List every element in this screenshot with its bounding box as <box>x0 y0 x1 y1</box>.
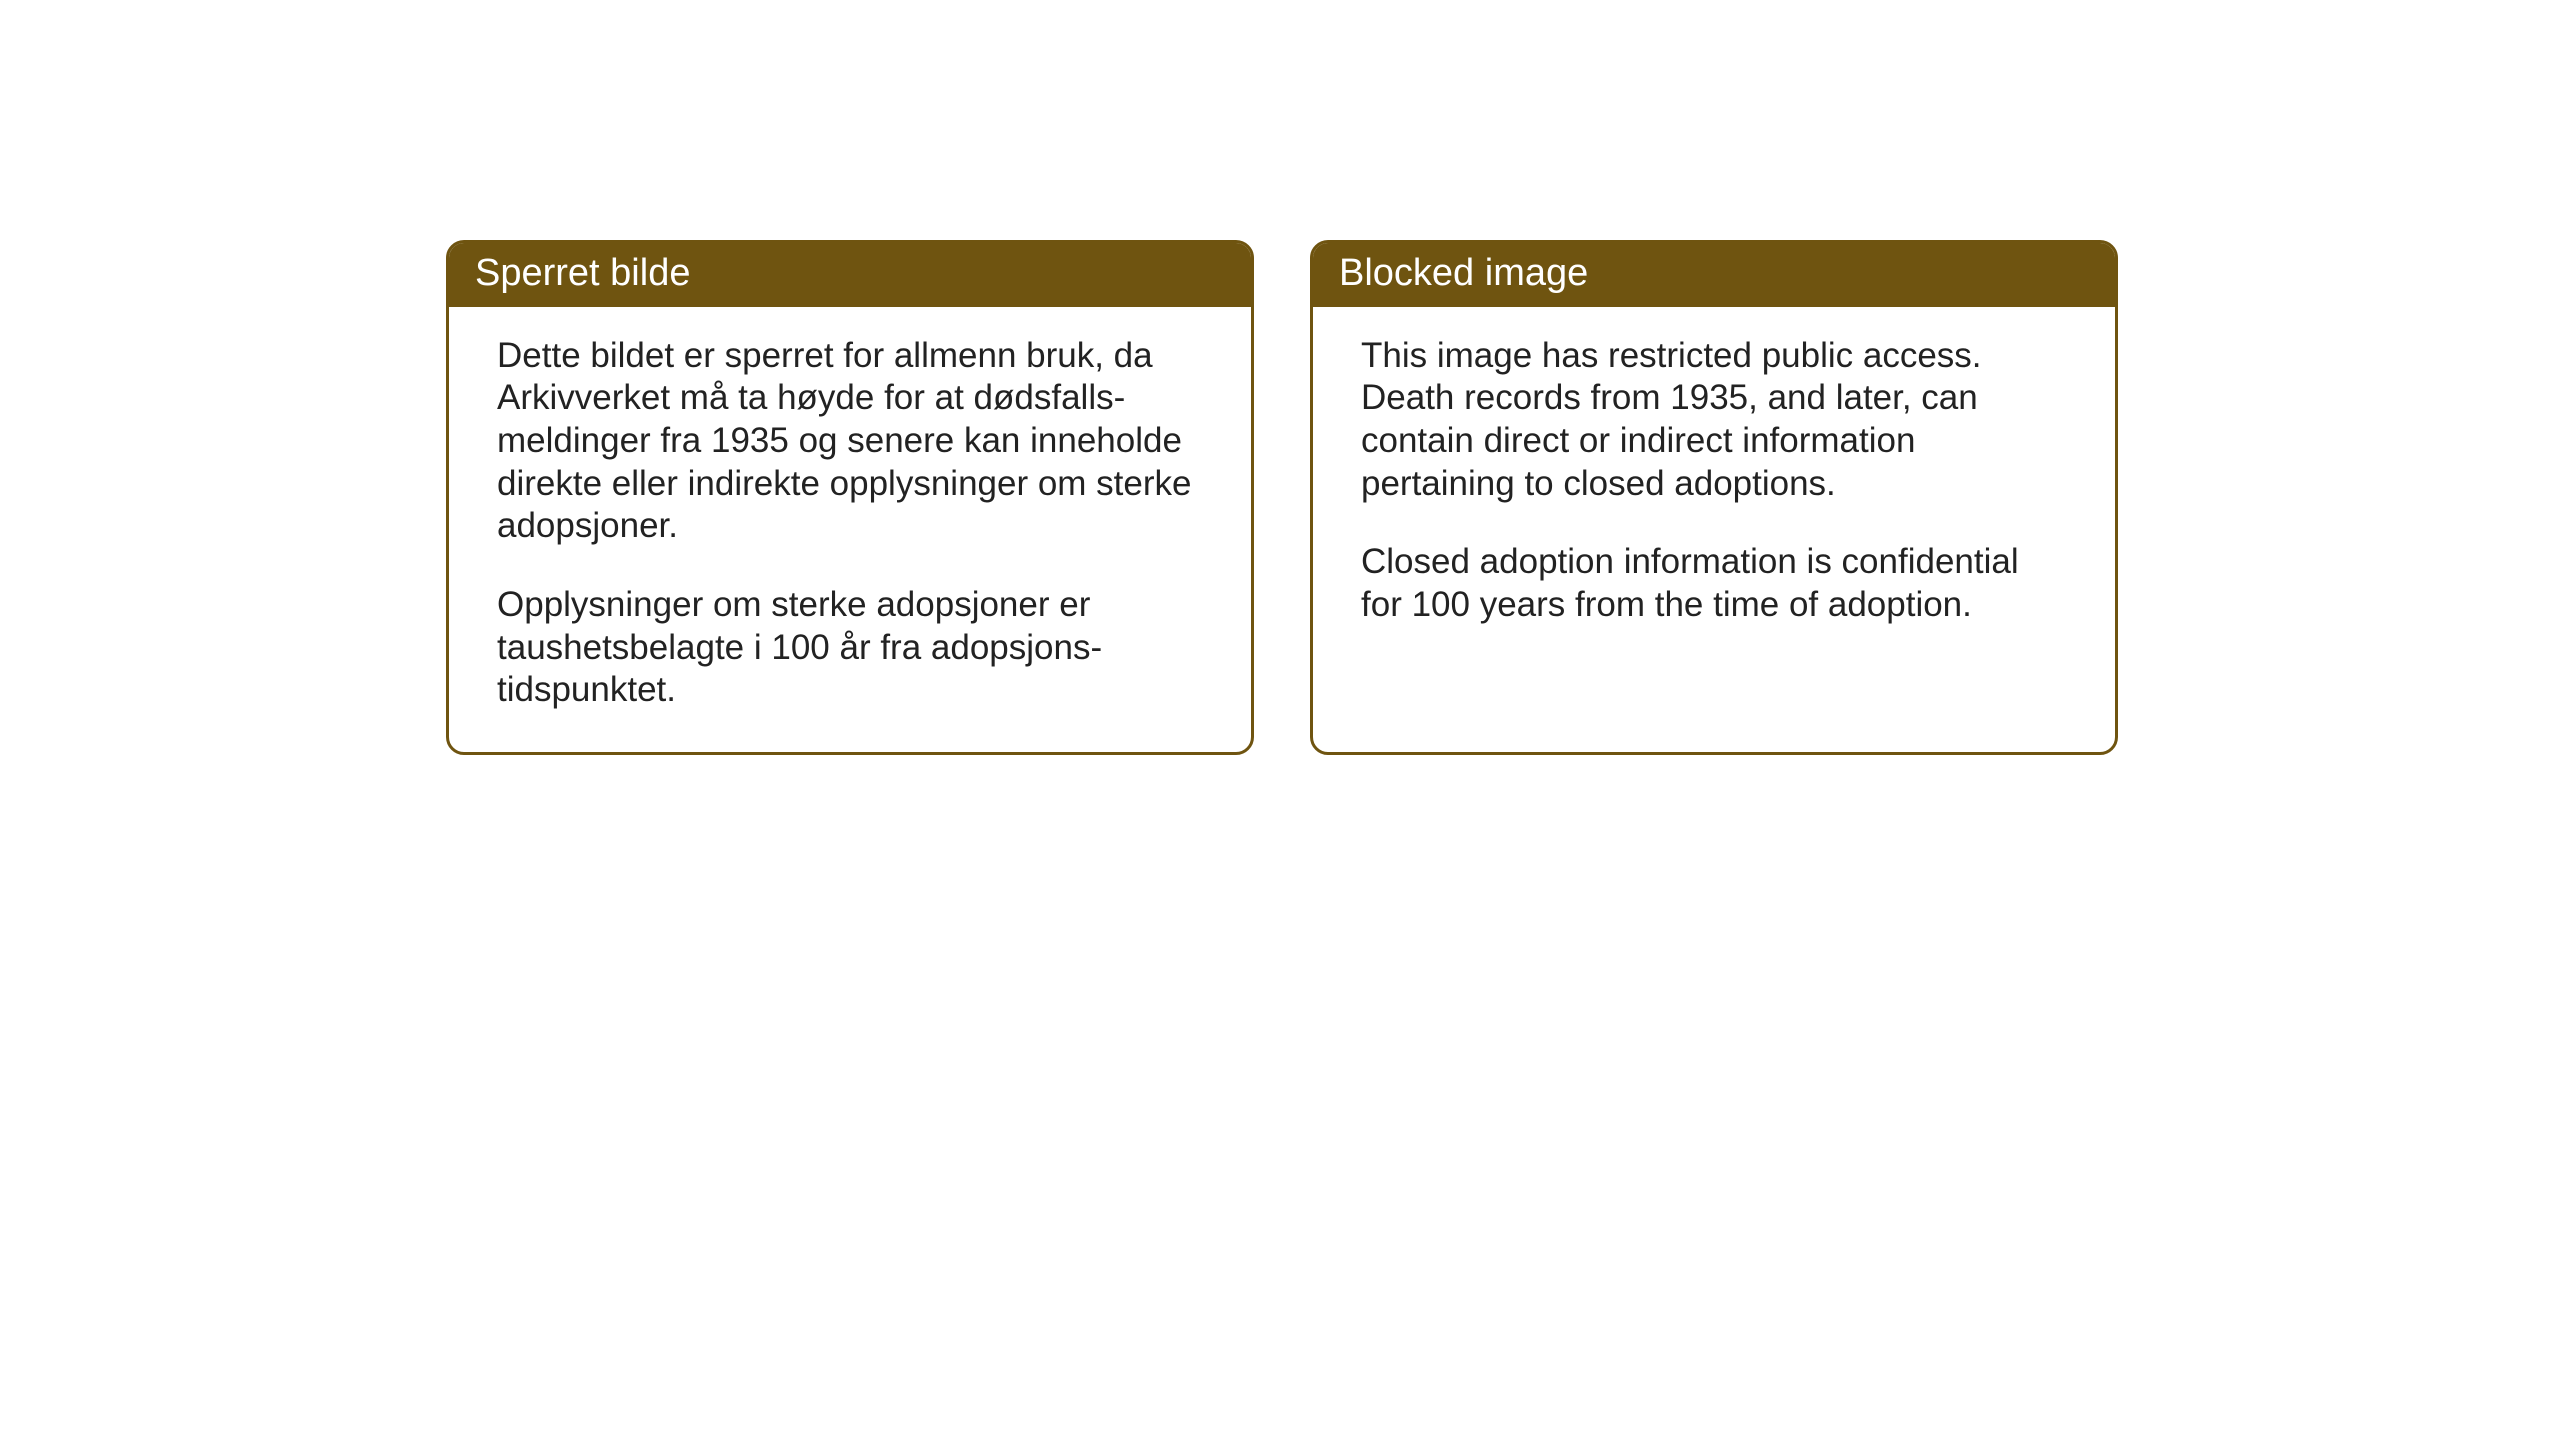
notice-box-english: Blocked image This image has restricted … <box>1310 240 2118 755</box>
notice-body-norwegian: Dette bildet er sperret for allmenn bruk… <box>449 307 1251 753</box>
notice-header-norwegian: Sperret bilde <box>449 243 1251 307</box>
notice-box-norwegian: Sperret bilde Dette bildet er sperret fo… <box>446 240 1254 755</box>
notice-paragraph-2-en: Closed adoption information is confident… <box>1361 541 2067 626</box>
notice-paragraph-2-no: Opplysninger om sterke adopsjoner er tau… <box>497 584 1203 712</box>
notice-container: Sperret bilde Dette bildet er sperret fo… <box>446 240 2118 755</box>
notice-body-english: This image has restricted public access.… <box>1313 307 2115 667</box>
notice-paragraph-1-no: Dette bildet er sperret for allmenn bruk… <box>497 335 1203 548</box>
notice-header-english: Blocked image <box>1313 243 2115 307</box>
notice-paragraph-1-en: This image has restricted public access.… <box>1361 335 2067 506</box>
